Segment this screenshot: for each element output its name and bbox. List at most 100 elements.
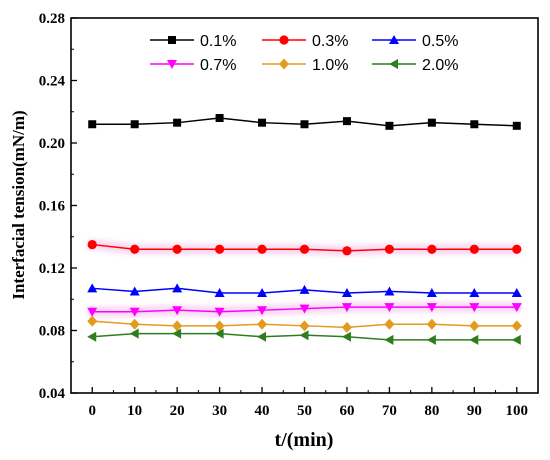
data-point bbox=[342, 246, 352, 256]
y-tick-label: 0.16 bbox=[39, 199, 66, 215]
x-tick-label: 0 bbox=[88, 403, 96, 419]
data-point bbox=[130, 120, 139, 129]
legend-label: 1.0% bbox=[312, 57, 348, 74]
data-point bbox=[426, 334, 436, 345]
legend-label: 0.3% bbox=[312, 33, 348, 50]
data-point bbox=[511, 303, 522, 313]
data-point bbox=[214, 320, 225, 332]
data-point bbox=[469, 303, 480, 313]
x-tick-label: 100 bbox=[506, 403, 529, 419]
data-point bbox=[173, 118, 182, 127]
data-point bbox=[299, 304, 310, 314]
data-point bbox=[384, 334, 394, 345]
data-point bbox=[299, 320, 310, 332]
data-point bbox=[257, 306, 268, 316]
data-point bbox=[130, 244, 140, 254]
data-point bbox=[129, 318, 140, 330]
data-point bbox=[384, 303, 395, 313]
y-axis-title: Interfacial tension(mN/m) bbox=[9, 110, 28, 299]
legend-label: 0.5% bbox=[422, 33, 458, 50]
x-tick-label: 70 bbox=[382, 403, 397, 419]
series-markers bbox=[87, 114, 522, 345]
data-point bbox=[172, 244, 182, 254]
data-point bbox=[88, 120, 97, 129]
data-point bbox=[426, 318, 437, 330]
data-point bbox=[87, 331, 97, 342]
data-point bbox=[87, 315, 98, 327]
data-point bbox=[470, 120, 479, 129]
data-point bbox=[214, 328, 224, 339]
x-tick-label: 20 bbox=[170, 403, 185, 419]
x-tick-label: 80 bbox=[424, 403, 439, 419]
x-axis-title: t/(min) bbox=[275, 429, 334, 451]
data-point bbox=[341, 288, 352, 297]
data-point bbox=[172, 328, 182, 339]
data-point bbox=[172, 283, 183, 293]
y-tick-label: 0.08 bbox=[39, 324, 65, 340]
data-point bbox=[384, 318, 395, 330]
y-tick-label: 0.12 bbox=[39, 261, 65, 277]
data-point bbox=[299, 244, 310, 254]
legend-marker bbox=[389, 59, 398, 69]
legend-label: 0.1% bbox=[200, 33, 236, 50]
legend-marker bbox=[167, 60, 177, 69]
data-point bbox=[87, 307, 98, 317]
data-point bbox=[214, 307, 225, 317]
data-point bbox=[257, 331, 267, 342]
data-point bbox=[385, 121, 394, 130]
data-point bbox=[214, 244, 225, 254]
data-point bbox=[341, 331, 351, 342]
x-tick-label: 30 bbox=[212, 403, 227, 419]
legend-label: 0.7% bbox=[200, 57, 236, 74]
data-point bbox=[426, 288, 437, 297]
data-point bbox=[384, 244, 395, 254]
legend-marker bbox=[279, 35, 289, 45]
data-point bbox=[300, 120, 309, 129]
data-point bbox=[511, 288, 522, 297]
data-point bbox=[426, 303, 437, 313]
data-point bbox=[469, 334, 479, 345]
x-tick-label: 10 bbox=[127, 403, 142, 419]
legend: 0.1% 0.3% 0.5% 0.7% 1.0% 2.0% bbox=[150, 33, 458, 74]
data-point bbox=[511, 320, 522, 332]
data-point bbox=[258, 118, 267, 127]
y-tick-label: 0.28 bbox=[39, 11, 65, 27]
data-point bbox=[129, 307, 140, 317]
data-point bbox=[511, 334, 521, 345]
x-tick-label: 40 bbox=[255, 403, 270, 419]
data-point bbox=[87, 239, 97, 250]
data-point bbox=[87, 283, 98, 293]
x-tick-label: 60 bbox=[339, 403, 354, 419]
y-tick-label: 0.24 bbox=[39, 74, 66, 90]
data-point bbox=[299, 330, 309, 341]
data-point bbox=[257, 318, 268, 330]
data-point bbox=[172, 306, 183, 316]
data-point bbox=[512, 244, 522, 254]
legend-label: 2.0% bbox=[422, 57, 458, 74]
data-point bbox=[299, 284, 310, 294]
legend-marker bbox=[389, 35, 399, 44]
y-tick-label: 0.20 bbox=[39, 136, 65, 152]
y-tick-label: 0.04 bbox=[39, 386, 66, 402]
data-point bbox=[469, 244, 479, 254]
data-point bbox=[257, 288, 268, 297]
data-point bbox=[512, 121, 521, 130]
legend-marker bbox=[168, 36, 176, 44]
data-point bbox=[341, 303, 352, 313]
axes: 0 10 20 30 40 50 60 70 80 90 100 0.04 0.08 0.12 0.16 0.… bbox=[39, 11, 528, 419]
data-point bbox=[172, 320, 183, 332]
data-point bbox=[469, 320, 480, 332]
data-point bbox=[341, 321, 352, 333]
data-point bbox=[129, 286, 140, 296]
data-point bbox=[427, 244, 437, 254]
data-point bbox=[129, 328, 139, 339]
x-tick-label: 90 bbox=[467, 403, 482, 419]
data-point bbox=[214, 288, 225, 297]
data-point bbox=[427, 118, 436, 127]
x-tick-label: 50 bbox=[297, 403, 312, 419]
data-point bbox=[257, 244, 267, 254]
data-point bbox=[342, 117, 351, 126]
data-point bbox=[215, 114, 224, 122]
legend-marker bbox=[279, 58, 289, 70]
